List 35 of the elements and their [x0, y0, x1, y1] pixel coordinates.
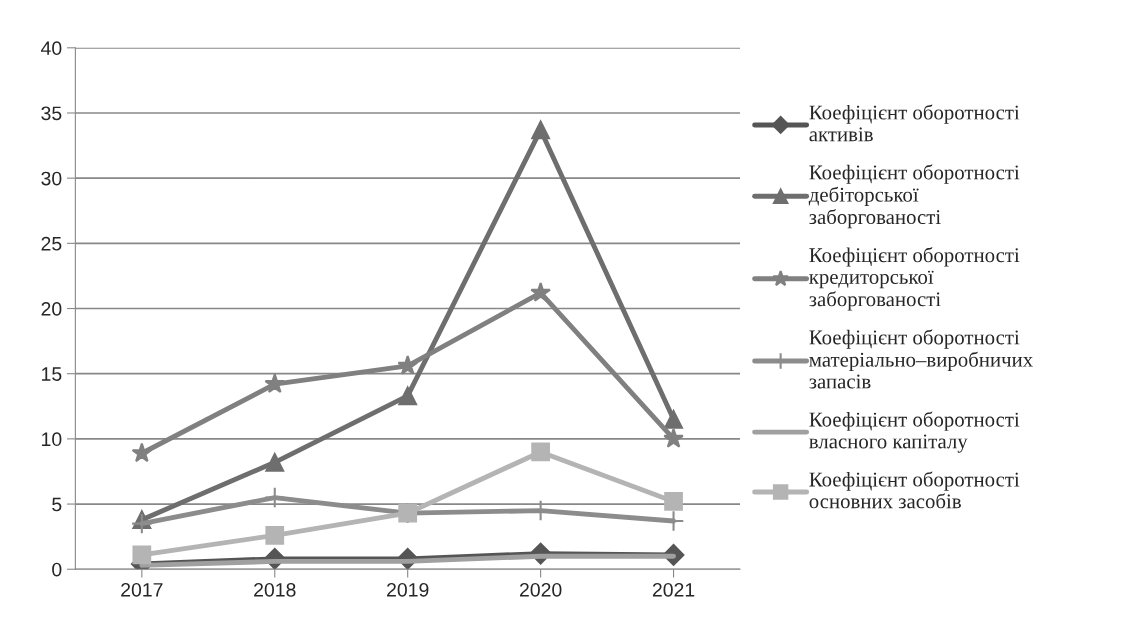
point	[531, 120, 550, 140]
y-tick-label: 0	[52, 562, 62, 577]
point	[131, 512, 153, 535]
y-tick-label: 25	[41, 236, 62, 251]
x-tick-label: 2019	[387, 582, 429, 597]
y-tick-label: 10	[42, 432, 62, 447]
legend-label: Коефіцієнт оборотності кредиторської заборгованості	[809, 247, 1020, 311]
point	[265, 525, 285, 545]
y-tick-label: 30	[41, 171, 62, 186]
legend-label: Коефіцієнт оборотності активів	[809, 104, 1020, 142]
point	[398, 386, 418, 406]
point	[664, 492, 683, 511]
legend-label: Коефіцієнт оборотності дебіторської заборгованості	[808, 164, 1020, 229]
legend-label: Коефіцієнт оборотності власного капіталу	[809, 411, 1020, 453]
point	[531, 442, 550, 462]
x-tick-label: 2020	[519, 582, 562, 597]
y-tick-label: 35	[41, 106, 62, 121]
legend-label: Коефіцієнт оборотності основних засобів	[809, 471, 1020, 509]
x-tick-label: 2018	[254, 582, 296, 597]
point	[664, 409, 683, 429]
y-tick-label: 40	[41, 41, 62, 56]
y-tick-label: 15	[42, 367, 62, 381]
point	[132, 545, 152, 565]
y-tick-label: 5	[52, 497, 62, 512]
point	[397, 355, 418, 375]
point	[131, 442, 153, 463]
x-tick-label: 2021	[652, 582, 695, 597]
point	[264, 373, 286, 394]
x-tick-label: 2017	[121, 582, 163, 597]
point	[265, 452, 285, 472]
point	[530, 282, 551, 302]
point	[663, 428, 684, 448]
legend-label: Коефіцієнт оборотності матеріально–виробничих запасів	[809, 329, 1033, 389]
point	[264, 486, 286, 509]
y-tick-label: 20	[41, 301, 62, 316]
